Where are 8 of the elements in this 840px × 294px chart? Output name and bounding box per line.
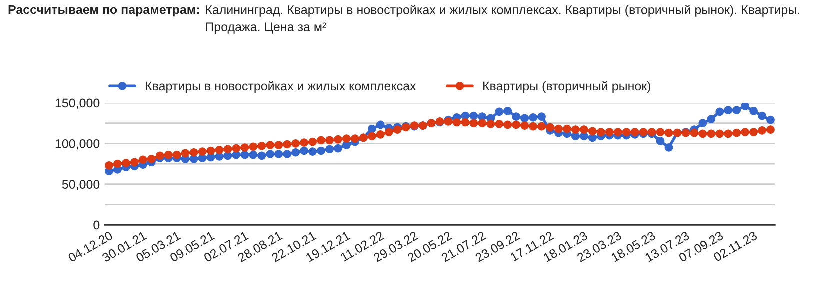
y-tick-label: 100,000 [56, 139, 100, 150]
legend-label: Квартиры в новостройках и жилых комплексах [146, 81, 416, 94]
chart-subtitle: Калининград. Квартиры в новостройках и жилых комплексах. Квартиры (вторичный рынок). Квартиры. Продажа. Цена за м² [206, 5, 800, 34]
y-tick-label: 50,000 [62, 180, 100, 190]
chart-title: Рассчитываем по параметрам: [8, 5, 200, 17]
y-tick-label: 150,000 [56, 98, 100, 110]
y-tick-label: 0 [94, 220, 100, 230]
legend-label: Квартиры (вторичный рынок) [484, 81, 651, 94]
